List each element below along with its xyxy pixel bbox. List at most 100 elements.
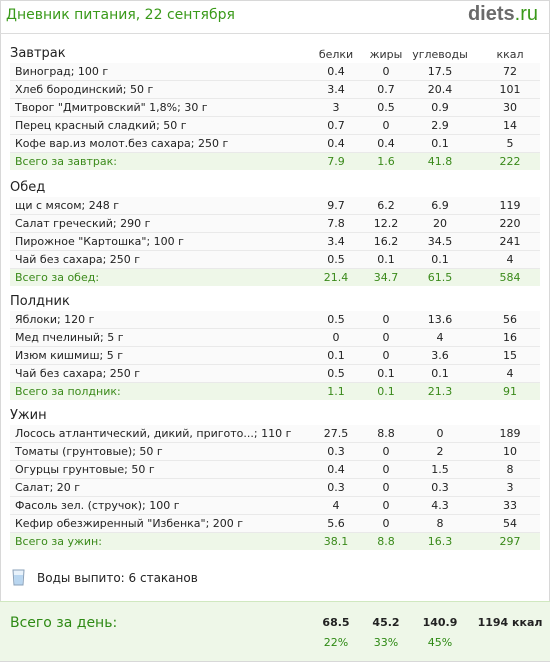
- food-name: Хлеб бородинский; 50 г: [15, 83, 154, 96]
- day-total-label: Всего за день:: [10, 615, 118, 631]
- total-fat: 1.6: [377, 155, 395, 168]
- food-name: Кефир обезжиренный "Избенка"; 200 г: [15, 517, 244, 530]
- row-background: [10, 269, 540, 286]
- row-background: [10, 347, 540, 365]
- food-row[interactable]: Перец красный сладкий; 50 г 0.7 0 2.9 14: [0, 117, 550, 135]
- food-fat: 0: [382, 65, 390, 78]
- food-protein: 0.4: [327, 463, 345, 476]
- total-fat: 0.1: [377, 385, 395, 398]
- meal-total-row: Всего за завтрак: 7.9 1.6 41.8 222: [0, 153, 550, 171]
- food-fat: 0: [382, 481, 390, 494]
- total-carbs: 61.5: [427, 271, 453, 284]
- food-row[interactable]: Творог "Дмитровский" 1,8%; 30 г 3 0.5 0.9 30: [0, 99, 550, 117]
- food-carbs: 20.4: [427, 83, 453, 96]
- meal-section: Обед щи с мясом; 248 г 9.7 6.2 6.9 119 Салат г…: [0, 178, 550, 287]
- total-kcal: 91: [503, 385, 517, 398]
- food-kcal: 16: [503, 331, 517, 344]
- food-name: Чай без сахара; 250 г: [15, 367, 141, 380]
- food-row[interactable]: Салат; 20 г 0.3 0 0.3 3: [0, 479, 550, 497]
- food-fat: 0: [382, 463, 390, 476]
- food-name: Кофе вар.из молот.без сахара; 250 г: [15, 137, 229, 150]
- column-header-fat: жиры: [369, 48, 403, 61]
- food-carbs: 2: [436, 445, 444, 458]
- food-protein: 9.7: [327, 199, 345, 212]
- food-row[interactable]: Огурцы грунтовые; 50 г 0.4 0 1.5 8: [0, 461, 550, 479]
- row-background: [10, 135, 540, 153]
- food-fat: 0.4: [377, 137, 395, 150]
- total-protein: 7.9: [327, 155, 345, 168]
- meal-title: Завтрак: [10, 46, 66, 61]
- row-background: [10, 63, 540, 81]
- meal-total-label: Всего за ужин:: [15, 535, 102, 548]
- food-name: Чай без сахара; 250 г: [15, 253, 141, 266]
- food-protein: 0.7: [327, 119, 345, 132]
- row-background: [10, 311, 540, 329]
- food-carbs: 17.5: [427, 65, 453, 78]
- food-name: щи с мясом; 248 г: [15, 199, 120, 212]
- food-row[interactable]: Салат греческий; 290 г 7.8 12.2 20 220: [0, 215, 550, 233]
- meal-title: Ужин: [10, 408, 47, 423]
- food-fat: 0: [382, 349, 390, 362]
- food-name: Виноград; 100 г: [15, 65, 109, 78]
- row-background: [10, 153, 540, 170]
- food-protein: 0.1: [327, 349, 345, 362]
- food-protein: 3: [332, 101, 340, 114]
- logo-tld: .ru: [514, 3, 538, 25]
- row-background: [10, 329, 540, 347]
- row-background: [10, 81, 540, 99]
- site-logo[interactable]: diets.ru: [468, 3, 538, 26]
- row-background: [10, 443, 540, 461]
- day-carbs-percent: 45%: [427, 636, 453, 649]
- food-row[interactable]: Чай без сахара; 250 г 0.5 0.1 0.1 4: [0, 365, 550, 383]
- food-protein: 7.8: [327, 217, 345, 230]
- food-name: Салат греческий; 290 г: [15, 217, 151, 230]
- food-protein: 0.4: [327, 65, 345, 78]
- meal-total-label: Всего за полдник:: [15, 385, 121, 398]
- meal-title: Обед: [10, 180, 46, 195]
- total-protein: 38.1: [323, 535, 349, 548]
- food-carbs: 0.1: [431, 253, 449, 266]
- food-row[interactable]: Пирожное "Картошка"; 100 г 3.4 16.2 34.5 241: [0, 233, 550, 251]
- row-background: [10, 365, 540, 383]
- food-row[interactable]: Фасоль зел. (стручок); 100 г 4 0 4.3 33: [0, 497, 550, 515]
- water-intake-text: Воды выпито: 6 стаканов: [37, 571, 198, 585]
- column-header-kcal: ккал: [496, 48, 524, 61]
- food-carbs: 0.3: [431, 481, 449, 494]
- food-row[interactable]: Лосось атлантический, дикий, пригото...;…: [0, 425, 550, 443]
- day-fat-percent: 33%: [373, 636, 399, 649]
- row-background: [10, 515, 540, 533]
- food-row[interactable]: Виноград; 100 г 0.4 0 17.5 72: [0, 63, 550, 81]
- meal-section: Завтрак Виноград; 100 г 0.4 0 17.5 72 Хлеб бор…: [0, 44, 550, 171]
- food-carbs: 4.3: [431, 499, 449, 512]
- row-background: [10, 479, 540, 497]
- food-fat: 0.5: [377, 101, 395, 114]
- food-row[interactable]: Хлеб бородинский; 50 г 3.4 0.7 20.4 101: [0, 81, 550, 99]
- food-row[interactable]: Мед пчелиный; 5 г 0 0 4 16: [0, 329, 550, 347]
- food-row[interactable]: Изюм кишмиш; 5 г 0.1 0 3.6 15: [0, 347, 550, 365]
- food-row[interactable]: Кофе вар.из молот.без сахара; 250 г 0.4 0.…: [0, 135, 550, 153]
- food-kcal: 241: [499, 235, 521, 248]
- food-kcal: 56: [503, 313, 517, 326]
- food-fat: 16.2: [373, 235, 399, 248]
- food-row[interactable]: Кефир обезжиренный "Избенка"; 200 г 5.6 0 8…: [0, 515, 550, 533]
- food-carbs: 0: [436, 427, 444, 440]
- food-kcal: 15: [503, 349, 517, 362]
- row-background: [10, 197, 540, 215]
- food-kcal: 8: [506, 463, 514, 476]
- food-carbs: 13.6: [427, 313, 453, 326]
- food-row[interactable]: Томаты (грунтовые); 50 г 0.3 0 2 10: [0, 443, 550, 461]
- food-carbs: 0.9: [431, 101, 449, 114]
- food-row[interactable]: Яблоки; 120 г 0.5 0 13.6 56: [0, 311, 550, 329]
- row-background: [10, 461, 540, 479]
- food-kcal: 4: [506, 253, 514, 266]
- total-carbs: 16.3: [427, 535, 453, 548]
- food-row[interactable]: щи с мясом; 248 г 9.7 6.2 6.9 119: [0, 197, 550, 215]
- total-fat: 34.7: [373, 271, 399, 284]
- header-divider: [0, 33, 550, 34]
- food-name: Творог "Дмитровский" 1,8%; 30 г: [15, 101, 208, 114]
- food-protein: 0.3: [327, 481, 345, 494]
- row-background: [10, 215, 540, 233]
- food-kcal: 189: [499, 427, 521, 440]
- food-row[interactable]: Чай без сахара; 250 г 0.5 0.1 0.1 4: [0, 251, 550, 269]
- food-fat: 8.8: [377, 427, 395, 440]
